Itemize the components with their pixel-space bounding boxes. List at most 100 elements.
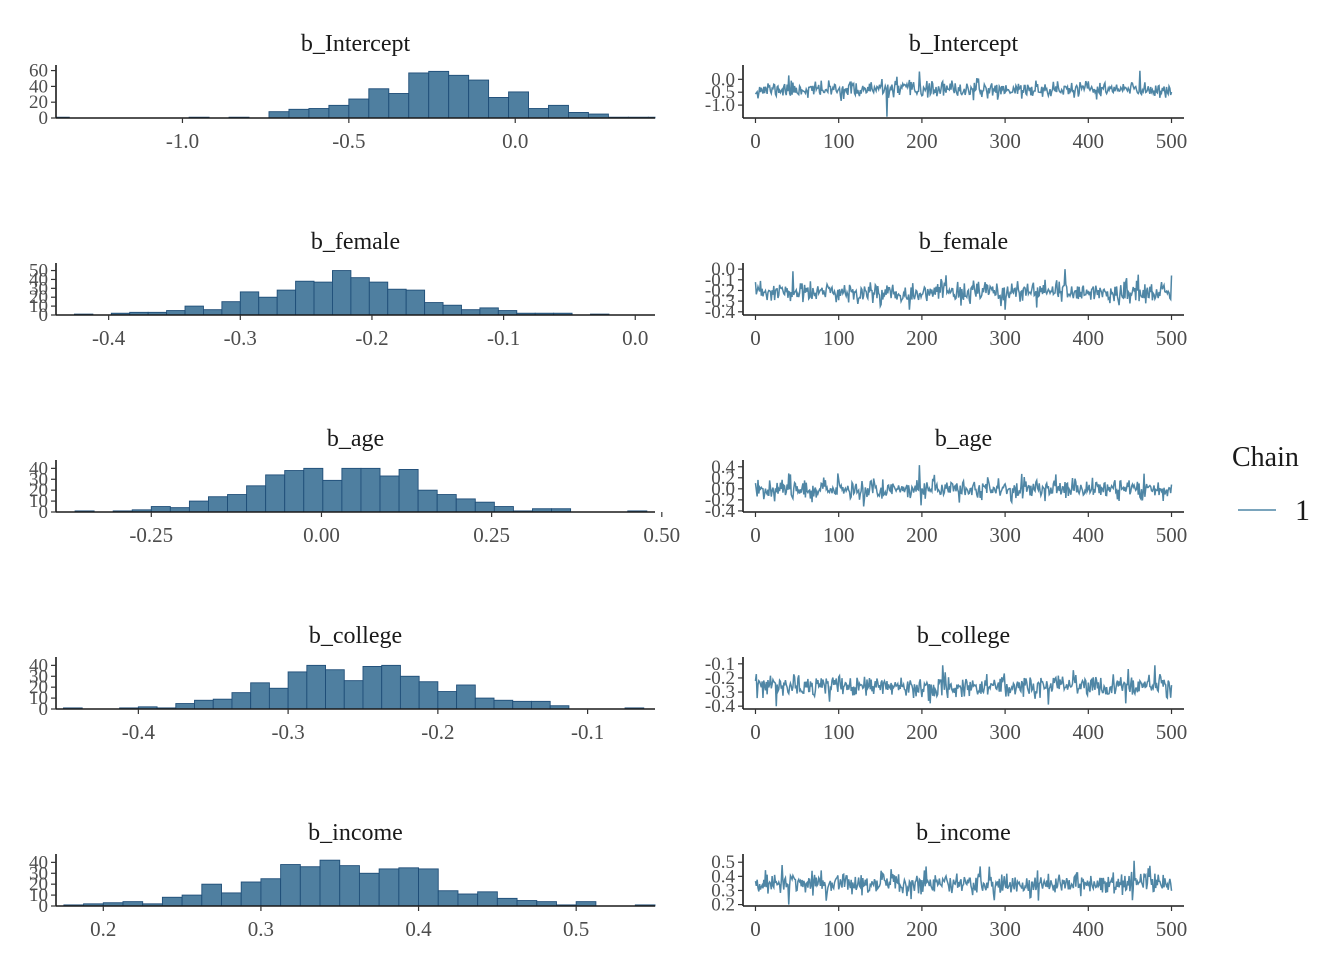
x-tick-label: 100 (823, 129, 855, 153)
x-tick-label: 0 (750, 326, 761, 350)
histogram-bar (227, 494, 248, 513)
histogram-bar (299, 866, 321, 907)
panel-title: b_college (917, 623, 1010, 649)
histogram-bar (332, 270, 352, 316)
histogram-bar (265, 474, 286, 513)
histogram-bar (322, 479, 343, 513)
x-tick-label: 0.25 (473, 523, 510, 547)
histogram-bar (548, 104, 569, 119)
histogram-bar (212, 698, 233, 710)
panel-title: b_income (308, 820, 403, 846)
histogram-bar (568, 112, 589, 119)
histogram-bars (63, 859, 656, 907)
x-tick-label: 500 (1156, 129, 1188, 153)
x-tick-label: -0.3 (271, 720, 304, 744)
x-tick-label: 300 (989, 917, 1021, 941)
histogram-bar (306, 664, 326, 710)
x-tick-label: 400 (1073, 523, 1105, 547)
histogram-bar (378, 868, 400, 907)
x-tick-label: 400 (1073, 720, 1105, 744)
x-tick-label: 0 (750, 720, 761, 744)
histogram-bar (493, 506, 514, 513)
histogram-bar (319, 859, 341, 907)
x-tick-label: 100 (823, 917, 855, 941)
panel-title: b_income (916, 820, 1011, 846)
trace-line-chain-1 (754, 860, 1173, 905)
histogram-bar (239, 291, 260, 316)
x-tick-label: -0.2 (355, 326, 388, 350)
y-tick-label: 30 (29, 863, 48, 884)
histogram-bar (313, 281, 333, 316)
x-tick-label: 0 (750, 129, 761, 153)
y-tick-label: 10 (29, 491, 48, 512)
histogram-bar (442, 304, 462, 316)
histogram-bar (268, 687, 289, 710)
histogram-bar (408, 72, 430, 119)
histogram-bar (343, 680, 364, 710)
x-tick-label: -0.1 (487, 326, 520, 350)
histogram-bar (221, 892, 242, 907)
y-tick-label: 0 (39, 108, 49, 129)
histogram-bar (328, 104, 350, 119)
y-tick-label: 0.2 (711, 468, 735, 489)
x-tick-label: 0.4 (405, 917, 432, 941)
histogram-bar (268, 111, 290, 119)
histogram-bar (303, 467, 324, 513)
histogram-bar (348, 98, 370, 119)
histogram-bars (55, 70, 656, 119)
histogram-bar (308, 108, 330, 119)
x-tick-label: -0.1 (571, 720, 604, 744)
histogram-bar (455, 498, 476, 513)
x-tick-label: 100 (823, 523, 855, 547)
histogram-bar (150, 506, 171, 513)
histogram-bar (161, 896, 183, 907)
y-tick-label: 0.4 (711, 457, 735, 478)
y-tick-label: 40 (29, 76, 48, 97)
histogram-bar (276, 289, 297, 316)
y-tick-label: 60 (29, 61, 48, 82)
x-tick-label: -0.2 (421, 720, 454, 744)
y-tick-label: 0.0 (711, 259, 735, 280)
y-tick-label: 40 (29, 458, 48, 479)
histogram-bars (74, 467, 648, 513)
x-tick-label: 500 (1156, 326, 1188, 350)
y-tick-label: -0.2 (705, 490, 735, 511)
y-tick-label: 0.4 (711, 866, 735, 887)
trace-line-chain-1 (754, 665, 1173, 707)
legend: Chain 1 (1232, 442, 1310, 527)
histogram-bar (398, 867, 420, 907)
histogram-bar (448, 74, 470, 119)
y-tick-label: -0.3 (705, 291, 735, 312)
histogram-bar (368, 281, 389, 316)
histogram-bar (437, 890, 459, 907)
histogram-bar (250, 682, 270, 710)
y-tick-label: -0.1 (705, 270, 735, 291)
legend-entry-label: 1 (1295, 494, 1310, 527)
y-tick-label: 0.5 (711, 852, 735, 873)
histogram-bar (360, 467, 381, 513)
histogram-bar (437, 691, 458, 710)
y-tick-label: -0.4 (705, 696, 736, 717)
x-tick-label: 200 (906, 523, 938, 547)
histogram-bar (341, 467, 362, 513)
histogram-bar (424, 302, 444, 316)
y-tick-label: -0.4 (705, 501, 736, 522)
x-tick-label: 500 (1156, 720, 1188, 744)
histogram-bar (295, 280, 315, 316)
x-tick-label: 400 (1073, 129, 1105, 153)
y-tick-label: 30 (29, 469, 48, 490)
histogram-bar (175, 703, 195, 710)
x-tick-label: 100 (823, 326, 855, 350)
histogram-bar (436, 494, 457, 513)
histogram-bar (528, 108, 549, 119)
y-tick-label: 0 (39, 896, 49, 917)
x-tick-label: 400 (1073, 326, 1105, 350)
histogram-bar (456, 684, 476, 710)
histogram-bar (258, 296, 278, 316)
panel-title: b_Intercept (909, 31, 1019, 57)
x-tick-label: 0.0 (502, 129, 528, 153)
panel-title: b_college (309, 623, 402, 649)
